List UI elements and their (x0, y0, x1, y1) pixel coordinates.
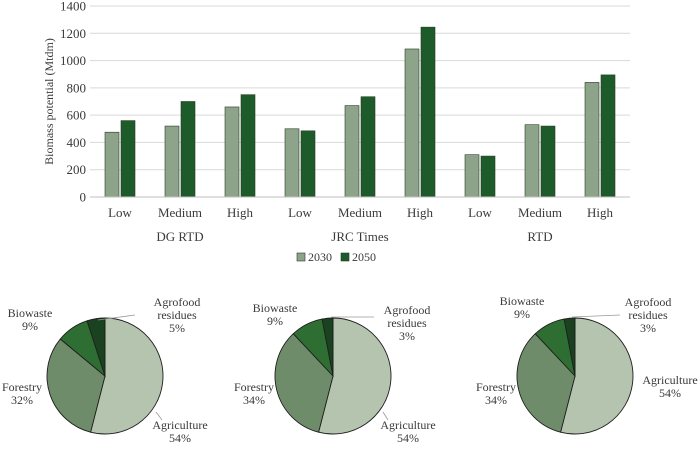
pie-3-leader-3 (571, 314, 621, 318)
pie-1-pct-3: 5% (169, 321, 185, 335)
x-tick-label: Medium (518, 205, 562, 220)
bar-2050-7 (540, 125, 556, 198)
pie-2-label-3-line2: residues (387, 316, 427, 330)
bar-2030-1 (164, 125, 180, 198)
pie-2-slice-0 (318, 317, 392, 435)
bar-2030-6 (464, 154, 480, 198)
bar-2030-8 (584, 82, 600, 198)
x-tick-label: Low (108, 205, 132, 220)
x-tick-label: High (407, 205, 434, 220)
group-label: DG RTD (156, 229, 203, 244)
y-axis-label: Biomass potential (Mtdm) (42, 38, 56, 165)
bar-2050-2 (240, 94, 256, 198)
y-tick-label: 1200 (60, 26, 86, 41)
pie-1-label-0: Agriculture (152, 418, 207, 432)
bar-2030-2 (224, 106, 240, 198)
bar-2030-4 (344, 105, 360, 198)
pie-3-label-2: Biowaste (500, 294, 545, 308)
pie-1-slice-0 (90, 317, 164, 435)
pie-3-slice-1 (516, 333, 576, 433)
bar-2050-5 (420, 26, 436, 198)
pie-3-pct-2: 9% (514, 307, 530, 321)
pie-3-pct-1: 34% (485, 393, 507, 407)
bar-2050-3 (300, 130, 316, 198)
pie-3-pct-3: 3% (640, 321, 656, 335)
pie-2-pct-0: 54% (397, 431, 419, 444)
pie-3-label-3: Agrofood (625, 295, 672, 309)
legend-label: 2030 (308, 250, 332, 264)
pie-2-pct-1: 34% (243, 393, 265, 407)
group-label: JRC Times (331, 229, 388, 244)
bar-2050-6 (480, 155, 496, 198)
pie-3-slice-0 (560, 317, 634, 435)
x-tick-label: High (587, 205, 614, 220)
pie-3-slice-3 (563, 317, 576, 377)
y-tick-label: 600 (67, 108, 87, 123)
pie-2-label-0: Agriculture (380, 418, 435, 432)
pie-1-label-1: Forestry (2, 380, 42, 394)
pie-1-slice-1 (46, 338, 106, 433)
bar-2050-4 (360, 96, 376, 198)
bar-2050-0 (120, 120, 136, 198)
pie-2-pct-3: 3% (399, 329, 415, 343)
pie-3-pct-0: 54% (659, 386, 681, 400)
pie-1-label-3: Agrofood (154, 295, 201, 309)
pie-1-label-2: Biowaste (8, 306, 53, 320)
y-tick-label: 200 (67, 162, 87, 177)
pie-3-label-0: Agriculture (642, 373, 697, 387)
bar-2030-3 (284, 128, 300, 198)
pie-2-label-2: Biowaste (253, 301, 298, 315)
x-tick-label: High (227, 205, 254, 220)
pie-1-pct-0: 54% (169, 431, 191, 444)
pie-1-pct-1: 32% (11, 393, 33, 407)
bar-2050-8 (600, 74, 616, 198)
y-tick-label: 400 (67, 135, 87, 150)
pie-3-label-1: Forestry (476, 380, 516, 394)
pie-3-label-3-line2: residues (628, 308, 668, 322)
y-tick-label: 1400 (60, 0, 86, 14)
pie-2-label-3: Agrofood (384, 303, 431, 317)
pie-1-pct-2: 9% (22, 319, 38, 333)
pie-1-slice-3 (86, 317, 106, 377)
legend-label: 2050 (352, 250, 376, 264)
bar-2050-1 (180, 101, 196, 198)
pie-2-label-1: Forestry (234, 380, 274, 394)
pie-2-leader-0 (382, 411, 389, 421)
pie-1-leader-3 (97, 314, 136, 321)
pie-1-label-3-line2: residues (157, 308, 197, 322)
group-label: RTD (527, 229, 552, 244)
x-tick-label: Low (288, 205, 312, 220)
x-tick-label: Low (468, 205, 492, 220)
y-tick-label: 0 (80, 190, 87, 205)
pie-2-slice-3 (321, 317, 334, 377)
pie-1-leader-0 (155, 411, 163, 421)
pie-2-slice-1 (274, 333, 334, 433)
x-tick-label: Medium (338, 205, 382, 220)
bar-2030-7 (524, 124, 540, 198)
bar-2030-0 (104, 131, 120, 198)
y-tick-label: 800 (67, 80, 87, 95)
legend-swatch-2050 (340, 252, 350, 262)
bar-2030-5 (404, 48, 420, 198)
legend-swatch-2030 (296, 252, 306, 262)
pie-2-pct-2: 9% (267, 314, 283, 328)
x-tick-label: Medium (158, 205, 202, 220)
y-tick-label: 1000 (60, 53, 86, 68)
